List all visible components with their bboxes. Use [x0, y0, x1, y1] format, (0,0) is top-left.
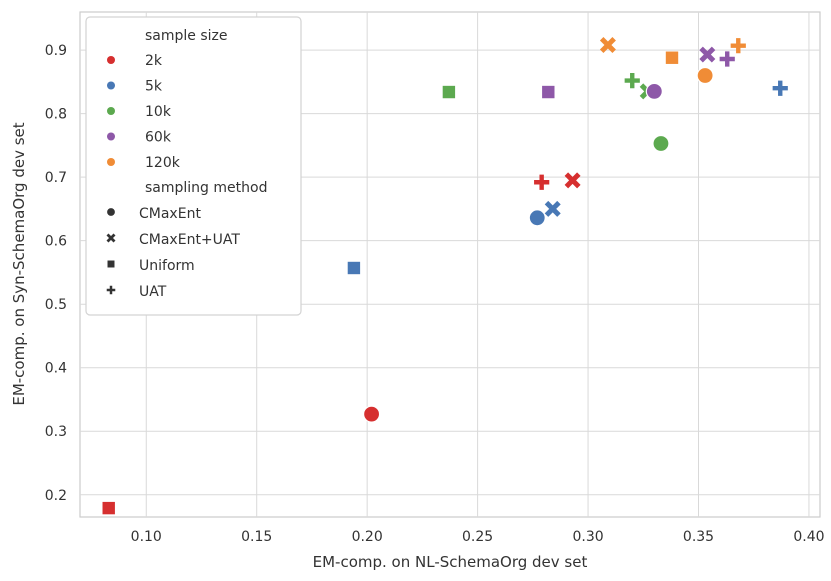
x-tick-label: 0.30	[572, 529, 603, 545]
legend-style-entries: CMaxEnt CMaxEnt+UAT Uniform UAT	[105, 206, 240, 300]
legend-label-uniform: Uniform	[139, 258, 195, 274]
legend-swatch-5k	[107, 81, 115, 90]
point-5k-cmaxent-uat	[544, 200, 561, 217]
legend-hue-title: sample size	[145, 28, 228, 44]
legend-box	[85, 16, 302, 316]
point-10k-uniform	[442, 85, 456, 99]
x-tick-label: 0.10	[131, 529, 162, 545]
point-10k-cmaxent	[652, 134, 670, 153]
point-120k-cmaxent	[696, 66, 714, 85]
legend-swatch-2k	[107, 56, 115, 64]
tick-labels: 0.10 0.15 0.20 0.25 0.30 0.35 0.40 0.2 0.3 0.4 0.5…	[45, 43, 825, 545]
legend-swatch-10k	[107, 107, 115, 115]
point-5k-uniform	[347, 261, 361, 275]
y-tick-label: 0.7	[45, 170, 67, 186]
x-tick-label: 0.20	[352, 529, 383, 545]
legend-label-cmaxent-uat: CMaxEnt+UAT	[139, 232, 240, 248]
point-120k-cmaxent-uat	[599, 37, 616, 54]
point-2k-cmaxent-uat	[564, 172, 581, 189]
legend-label-cmaxent: CMaxEnt	[139, 206, 201, 222]
point-5k-cmaxent	[528, 209, 546, 227]
point-2k-cmaxent	[362, 405, 381, 423]
legend-marker-cmaxent	[105, 206, 117, 218]
legend-label-60k: 60k	[145, 130, 172, 146]
point-60k-uniform	[542, 85, 555, 99]
legend-label-uat: UAT	[139, 284, 167, 300]
y-tick-label: 0.4	[45, 361, 67, 377]
point-2k-uniform	[102, 501, 115, 515]
y-axis-label: EM-comp. on Syn-SchemaOrg dev set	[10, 122, 28, 405]
legend-label-2k: 2k	[145, 53, 163, 69]
legend-label-120k: 120k	[145, 155, 181, 171]
point-60k-cmaxent	[645, 82, 663, 101]
legend-hue-entries: 2k 5k 10k 60k 120k	[107, 53, 181, 171]
point-5k-uat	[772, 80, 788, 96]
point-60k-uat	[719, 51, 735, 67]
y-tick-label: 0.6	[45, 234, 67, 250]
x-tick-label: 0.25	[462, 529, 493, 545]
x-tick-label: 0.15	[241, 529, 272, 545]
legend-marker-cmaxent-uat	[106, 233, 116, 243]
legend-marker-uat	[106, 285, 116, 295]
legend-style-title: sampling method	[145, 180, 267, 196]
y-tick-label: 0.8	[45, 107, 67, 123]
point-60k-cmaxent-uat	[699, 46, 716, 63]
legend: sample size 2k 5k 10k 60k 120k sampling meth…	[85, 16, 302, 316]
y-tick-label: 0.2	[45, 488, 67, 504]
data-points	[102, 37, 788, 515]
point-120k-uniform	[665, 51, 679, 64]
x-tick-label: 0.35	[683, 529, 714, 545]
legend-label-5k: 5k	[145, 79, 163, 95]
legend-swatch-60k	[107, 132, 115, 141]
legend-label-10k: 10k	[145, 104, 172, 120]
x-tick-label: 0.40	[793, 529, 824, 545]
x-axis-label: EM-comp. on NL-SchemaOrg dev set	[313, 553, 588, 571]
point-120k-uat	[730, 38, 746, 54]
legend-swatch-120k	[107, 158, 115, 166]
point-2k-uat	[534, 174, 550, 190]
legend-marker-uniform	[107, 260, 115, 268]
y-tick-label: 0.5	[45, 297, 67, 313]
point-10k-uat	[624, 73, 640, 89]
y-tick-label: 0.9	[45, 43, 67, 59]
y-tick-label: 0.3	[45, 424, 67, 440]
